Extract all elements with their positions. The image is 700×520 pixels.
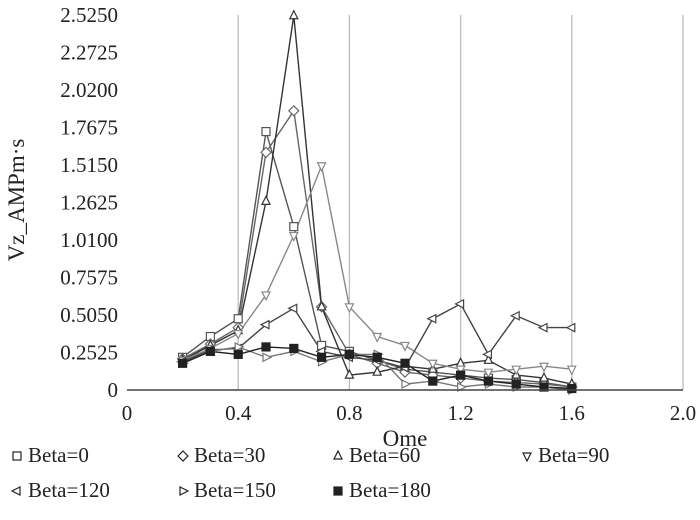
data-point-beta-120 <box>509 310 520 321</box>
data-point-beta-90 <box>261 291 271 302</box>
data-point-beta-90 <box>372 332 383 343</box>
legend-label-beta-30: Beta=30 <box>194 443 265 467</box>
data-point-beta-180 <box>567 383 577 394</box>
data-point-beta-180 <box>539 382 549 392</box>
data-point-beta-120 <box>482 349 492 360</box>
x-tick-labels: 0 0.4 0.8 1.2 1.6 2.0 <box>122 401 696 425</box>
legend-label-beta-0: Beta=0 <box>28 443 89 467</box>
data-point-beta-90 <box>400 341 410 352</box>
legend: Beta=0 Beta=30 Beta=60 Beta=90 Beta=120 Beta=… <box>10 443 609 502</box>
data-point-beta-120 <box>259 319 270 330</box>
data-point-beta-120 <box>287 303 298 314</box>
x-tick-label: 2.0 <box>670 401 696 425</box>
data-point-beta-60 <box>288 9 299 20</box>
y-tick-label: 0.7575 <box>60 266 118 290</box>
data-point-beta-150 <box>234 341 245 352</box>
data-point-beta-180 <box>205 346 215 356</box>
data-point-beta-180 <box>483 376 493 386</box>
data-point-beta-90 <box>566 365 577 376</box>
data-point-beta-30 <box>287 104 300 117</box>
data-point-beta-0 <box>261 126 271 137</box>
data-point-beta-90 <box>288 231 299 242</box>
y-tick-label: 2.5250 <box>60 3 118 27</box>
x-tick-label: 0.8 <box>336 401 362 425</box>
data-point-beta-150 <box>457 382 467 393</box>
x-axis-title: Ome <box>383 426 428 451</box>
legend-marker-beta-120 <box>10 486 21 496</box>
legend-item-beta-90: Beta=90 <box>522 443 609 467</box>
y-tick-label: 1.2625 <box>60 191 118 215</box>
data-point-beta-90 <box>427 359 438 370</box>
x-tick-label: 0.4 <box>225 401 252 425</box>
legend-item-beta-150: Beta=150 <box>179 478 276 502</box>
data-point-beta-60 <box>261 195 271 205</box>
legend-marker-beta-180 <box>333 486 343 496</box>
legend-label-beta-180: Beta=180 <box>349 478 431 502</box>
data-point-beta-150 <box>401 379 412 390</box>
data-point-beta-60 <box>316 300 327 311</box>
data-point-beta-120 <box>537 322 548 333</box>
data-point-beta-60 <box>539 371 549 382</box>
x-tick-label: 1.2 <box>447 401 473 425</box>
data-point-beta-90 <box>233 329 244 340</box>
series-markers <box>176 9 579 395</box>
data-point-beta-90 <box>483 368 494 379</box>
data-point-beta-180 <box>317 352 327 362</box>
data-point-beta-90 <box>316 162 327 173</box>
legend-item-beta-180: Beta=180 <box>333 478 431 502</box>
y-tick-labels: 0 0.2525 0.5050 0.7575 1.0100 1.2625 1.5150 1.7… <box>60 3 118 402</box>
y-tick-label: 1.5150 <box>60 153 118 177</box>
data-point-beta-180 <box>344 349 354 359</box>
legend-marker-beta-0 <box>12 451 22 461</box>
data-point-beta-60 <box>455 356 466 367</box>
data-point-beta-60 <box>483 353 494 364</box>
x-tick-label: 0 <box>122 401 133 425</box>
data-point-beta-90 <box>511 365 522 376</box>
y-tick-label: 1.0100 <box>60 228 118 252</box>
y-axis-title: Vz_AMPm·s <box>4 139 29 262</box>
legend-label-beta-60: Beta=60 <box>349 443 420 467</box>
data-point-beta-90 <box>539 362 549 373</box>
data-point-beta-120 <box>565 322 576 333</box>
y-tick-label: 0.2525 <box>60 341 118 365</box>
y-tick-label: 2.0200 <box>60 78 118 102</box>
data-point-beta-180 <box>372 352 382 362</box>
data-point-beta-0 <box>233 314 243 324</box>
data-point-beta-180 <box>178 358 188 368</box>
data-point-beta-180 <box>261 342 271 352</box>
vertical-gridlines <box>237 15 684 390</box>
legend-marker-beta-150 <box>179 486 190 496</box>
legend-item-beta-60: Beta=60 <box>333 443 420 467</box>
data-point-beta-30 <box>260 146 272 159</box>
legend-item-beta-0: Beta=0 <box>12 443 89 467</box>
legend-marker-beta-90 <box>522 452 532 463</box>
y-tick-label: 1.7675 <box>60 116 118 140</box>
legend-label-beta-120: Beta=120 <box>28 478 110 502</box>
y-tick-label: 0 <box>108 378 119 402</box>
data-point-beta-60 <box>372 365 383 376</box>
data-point-beta-60 <box>344 368 355 379</box>
x-tick-label: 1.6 <box>559 401 585 425</box>
data-point-beta-90 <box>344 303 355 314</box>
legend-marker-beta-60 <box>333 449 343 460</box>
data-point-beta-180 <box>289 343 299 354</box>
legend-item-beta-120: Beta=120 <box>10 478 110 502</box>
data-point-beta-150 <box>262 352 273 363</box>
data-point-beta-90 <box>455 365 466 376</box>
legend-label-beta-90: Beta=90 <box>538 443 609 467</box>
legend-item-beta-30: Beta=30 <box>177 443 265 467</box>
data-point-beta-120 <box>426 313 437 324</box>
data-point-beta-180 <box>400 358 410 368</box>
data-point-beta-0 <box>289 222 299 232</box>
data-point-beta-180 <box>511 379 521 389</box>
legend-label-beta-150: Beta=150 <box>194 478 276 502</box>
data-point-beta-180 <box>456 370 466 380</box>
y-tick-label: 0.5050 <box>60 303 118 327</box>
data-point-beta-120 <box>454 298 465 309</box>
y-tick-label: 2.2725 <box>60 41 118 65</box>
data-point-beta-180 <box>428 376 438 386</box>
data-point-beta-180 <box>233 349 243 359</box>
legend-marker-beta-30 <box>177 450 189 462</box>
